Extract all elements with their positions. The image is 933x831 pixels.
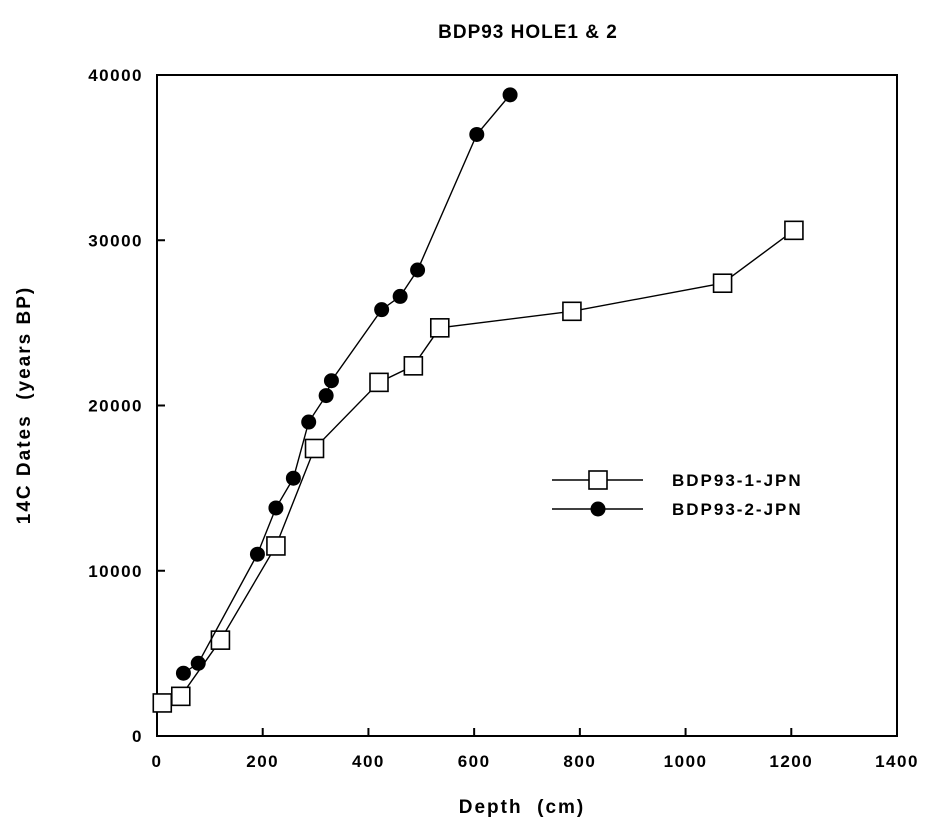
- data-point-square: [712, 273, 733, 294]
- data-point-circle: [301, 414, 317, 430]
- data-point-square: [784, 220, 804, 241]
- data-point-square: [152, 693, 173, 713]
- x-tick-label: 1000: [664, 752, 708, 771]
- data-point-circle: [374, 302, 390, 318]
- data-point-square: [429, 318, 450, 338]
- legend-label: BDP93-2-JPN: [672, 500, 803, 519]
- series-1: [152, 220, 804, 713]
- series-layer: [152, 87, 804, 713]
- data-point-square: [266, 536, 286, 556]
- data-point-circle: [175, 665, 191, 681]
- x-tick-label: 600: [458, 752, 491, 771]
- data-point-square: [170, 686, 191, 707]
- y-axis: 0 10000 20000 30000 40000: [88, 66, 165, 746]
- data-point-square: [369, 372, 389, 393]
- legend: BDP93-1-JPN BDP93-2-JPN: [552, 470, 803, 519]
- data-point-circle: [410, 262, 426, 278]
- x-tick-label: 1400: [875, 752, 919, 771]
- x-tick-label: 200: [246, 752, 279, 771]
- data-point-circle: [318, 388, 334, 404]
- data-point-square: [403, 356, 424, 376]
- series-line: [183, 94, 511, 674]
- series-2: [175, 87, 518, 681]
- y-axis-label: 14C Dates (years BP): [14, 286, 35, 524]
- data-point-square: [562, 301, 582, 322]
- data-point-circle: [469, 126, 485, 142]
- y-tick-label: 30000: [88, 231, 143, 250]
- legend-marker-circle: [590, 501, 606, 517]
- data-point-square: [304, 438, 325, 459]
- legend-marker-square: [588, 470, 608, 490]
- data-point-circle: [392, 288, 408, 304]
- data-point-circle: [190, 655, 206, 671]
- data-point-circle: [502, 87, 518, 103]
- x-tick-label: 0: [152, 752, 163, 771]
- y-tick-label: 0: [132, 727, 143, 746]
- x-axis: 0 200 400 600 800 1000 1200 1400: [152, 728, 919, 771]
- x-tick-label: 800: [563, 752, 596, 771]
- chart-title: BDP93 HOLE1 & 2: [438, 22, 618, 43]
- data-point-circle: [323, 373, 339, 389]
- data-point-circle: [249, 546, 265, 562]
- y-tick-label: 40000: [88, 66, 143, 85]
- plot-frame: [156, 74, 898, 737]
- series-line: [162, 229, 795, 704]
- data-point-circle: [268, 500, 284, 516]
- x-tick-label: 1200: [769, 752, 813, 771]
- y-tick-label: 20000: [88, 397, 143, 416]
- data-point-circle: [285, 470, 301, 486]
- x-axis-label: Depth (cm): [459, 797, 586, 818]
- y-tick-label: 10000: [88, 562, 143, 581]
- legend-label: BDP93-1-JPN: [672, 471, 803, 490]
- x-tick-label: 400: [352, 752, 385, 771]
